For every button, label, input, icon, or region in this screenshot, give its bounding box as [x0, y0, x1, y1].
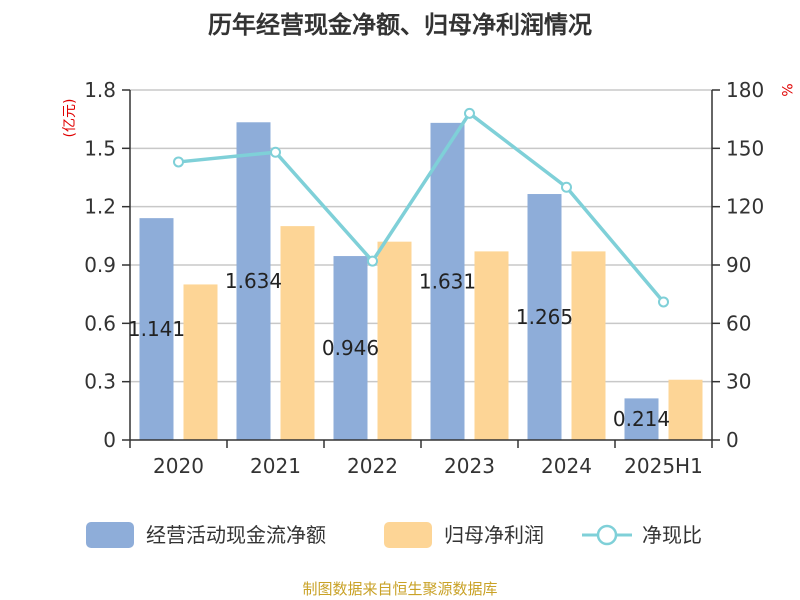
legend-swatch-cash-flow — [86, 522, 134, 548]
left-axis-tick-label: 0 — [103, 428, 116, 452]
legend: 经营活动现金流净额 归母净利润 净现比 — [86, 522, 702, 548]
legend-label-cash-flow: 经营活动现金流净额 — [146, 523, 326, 547]
legend-label-net-profit: 归母净利润 — [444, 523, 544, 547]
grid — [130, 89, 712, 383]
bar-net-profit — [474, 251, 509, 440]
source-note: 制图数据来自恒生聚源数据库 — [302, 580, 497, 598]
ratio-point — [561, 181, 572, 193]
left-axis-tick-label: 0.9 — [84, 253, 116, 277]
right-axis-unit: % — [778, 83, 794, 96]
bars — [139, 122, 703, 441]
data-label: 1.631 — [419, 269, 476, 293]
right-axis-tick-label: 120 — [726, 195, 764, 219]
ratio-point — [464, 107, 475, 119]
left-axis-unit: (亿元) — [62, 99, 78, 138]
x-axis-tick-label: 2024 — [541, 454, 592, 478]
x-axis-tick-label: 2023 — [444, 454, 495, 478]
left-axis-tick-label: 0.6 — [84, 311, 116, 335]
x-axis-tick-label: 2025H1 — [624, 454, 703, 478]
left-axis-tick-label: 1.5 — [84, 136, 116, 160]
x-axis-tick-label: 2022 — [347, 454, 398, 478]
data-labels: 1.141 1.634 0.946 1.631 1.265 0.214 — [128, 269, 670, 431]
legend-marker-ratio — [596, 524, 618, 546]
left-axis-tick-label: 0.3 — [84, 370, 116, 394]
bar-net-profit — [183, 284, 218, 440]
legend-swatch-net-profit — [384, 522, 432, 548]
bar-cash-flow — [624, 398, 659, 440]
data-label: 1.634 — [225, 269, 282, 293]
bar-cash-flow — [236, 122, 271, 441]
bar-cash-flow — [333, 256, 368, 440]
data-label: 1.265 — [516, 305, 573, 329]
bar-net-profit — [280, 226, 315, 440]
ratio-point — [367, 255, 378, 267]
left-axis-tick-label: 1.2 — [84, 195, 116, 219]
ratio-point — [173, 156, 184, 168]
bar-cash-flow — [139, 218, 174, 440]
right-axis-tick-label: 60 — [726, 311, 751, 335]
left-axis-tick-label: 1.8 — [84, 78, 116, 102]
right-axis-tick-label: 90 — [726, 253, 751, 277]
data-label: 0.946 — [322, 336, 379, 360]
data-label: 1.141 — [128, 317, 185, 341]
axes: 0 0.3 0.6 0.9 1.2 1.5 1.8 0 30 60 90 120 150 180 2020 2… — [84, 78, 764, 478]
bar-net-profit — [571, 251, 606, 440]
right-axis-tick-label: 0 — [726, 428, 739, 452]
bar-net-profit — [668, 379, 703, 440]
bar-cash-flow — [527, 194, 562, 440]
bar-cash-flow — [430, 122, 465, 440]
ratio-line-path — [178, 110, 665, 304]
legend-label-ratio: 净现比 — [642, 523, 702, 547]
ratio-point — [658, 296, 669, 308]
right-axis-tick-label: 30 — [726, 370, 751, 394]
right-axis-tick-label: 150 — [726, 136, 764, 160]
ratio-line — [173, 107, 669, 308]
x-axis-tick-label: 2020 — [153, 454, 204, 478]
ratio-point — [270, 146, 281, 158]
chart-title: 历年经营现金净额、归母净利润情况 — [208, 11, 592, 39]
x-axis-tick-label: 2021 — [250, 454, 301, 478]
right-axis-tick-label: 180 — [726, 78, 764, 102]
bar-net-profit — [377, 241, 412, 440]
data-label: 0.214 — [613, 407, 670, 431]
